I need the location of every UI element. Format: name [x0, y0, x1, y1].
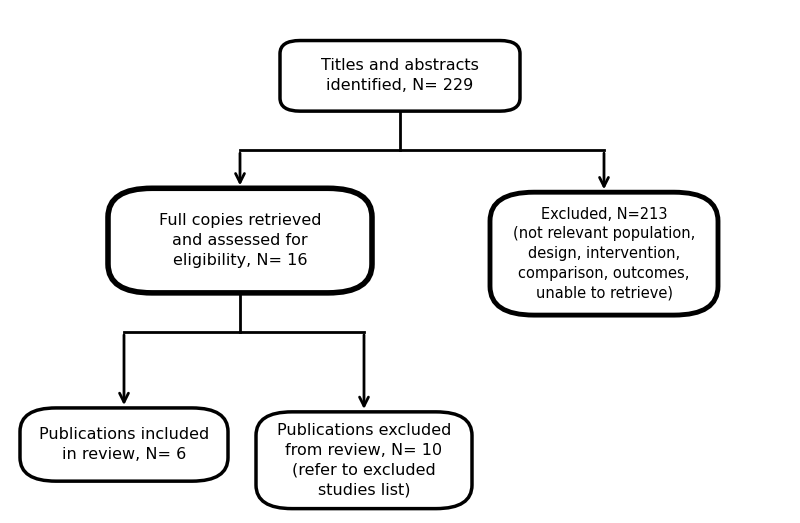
- FancyBboxPatch shape: [256, 412, 472, 508]
- FancyBboxPatch shape: [490, 192, 718, 315]
- FancyBboxPatch shape: [280, 41, 520, 111]
- Text: Titles and abstracts
identified, N= 229: Titles and abstracts identified, N= 229: [321, 59, 479, 93]
- Text: Excluded, N=213
(not relevant population,
design, intervention,
comparison, outc: Excluded, N=213 (not relevant population…: [513, 207, 695, 301]
- FancyBboxPatch shape: [20, 408, 228, 481]
- Text: Full copies retrieved
and assessed for
eligibility, N= 16: Full copies retrieved and assessed for e…: [158, 213, 322, 268]
- Text: Publications included
in review, N= 6: Publications included in review, N= 6: [39, 427, 209, 462]
- FancyBboxPatch shape: [108, 188, 372, 293]
- Text: Publications excluded
from review, N= 10
(refer to excluded
studies list): Publications excluded from review, N= 10…: [277, 423, 451, 497]
